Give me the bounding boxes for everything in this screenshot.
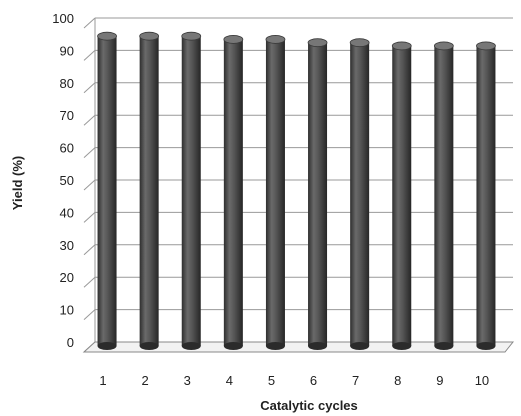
gridline-stub [83,17,96,29]
bars [97,31,496,350]
y-tick-label: 20 [60,270,74,285]
bar-base [97,342,117,350]
bar-cap [223,35,244,44]
x-tick-label: 2 [142,373,149,388]
x-tick-label: 5 [268,373,275,388]
bar-body [350,42,370,347]
x-tick-label: 7 [352,373,359,388]
x-tick-label: 3 [184,373,191,388]
bar [391,41,412,350]
x-tick-labels: 1 2 3 4 5 6 7 8 9 10 [99,373,489,388]
gridline-stub [83,244,96,256]
x-tick-label: 9 [436,373,443,388]
bar-body [97,36,117,346]
x-tick-label: 10 [475,373,489,388]
y-tick-label: 90 [60,43,74,58]
gridline-stub [83,212,96,223]
bar-body [265,39,285,346]
bar-cap [181,31,202,41]
bar-cap [265,35,286,44]
bar-cap [307,38,328,48]
y-axis-label: Yield (%) [10,156,25,210]
bar-base [139,342,159,350]
y-tick-label: 70 [60,108,74,123]
bar-base [350,342,370,350]
bar-cap [476,41,496,51]
y-tick-label: 10 [60,303,74,318]
bar-base [265,342,285,350]
x-axis-label: Catalytic cycles [260,398,358,413]
bar [476,41,496,350]
bar-cap [97,31,117,41]
y-tick-label: 40 [60,205,74,220]
bar-body [392,45,412,347]
y-tick-label: 50 [60,173,74,188]
bar-body [181,36,201,346]
bar-base [308,342,328,350]
gridline-stub [83,50,96,61]
y-tick-label: 100 [52,11,74,26]
gridline-stub [83,276,96,288]
x-tick-label: 6 [310,373,317,388]
bar [139,31,160,350]
y-tick-label: 80 [60,76,74,91]
gridline-stub [83,114,96,126]
bar-body [476,45,496,347]
x-tick-label: 4 [226,373,233,388]
bar-body [434,45,454,347]
bar-body [139,36,159,346]
gridline-stub [83,82,96,94]
bar [181,31,202,350]
bar [307,38,328,350]
y-tick-label: 30 [60,238,74,253]
gridline-stub [83,179,96,191]
gridline-stub [83,309,96,320]
x-tick-label: 1 [99,373,106,388]
bar [349,38,370,350]
bar [97,31,117,350]
bar-cap [139,31,160,41]
bar-body [223,39,243,346]
bar-base [434,342,454,350]
bar-base [223,342,243,350]
y-tick-label: 0 [67,335,74,350]
bar [433,41,454,350]
gridline-stub [83,147,96,158]
bar-cap [433,41,454,51]
bar [223,35,244,350]
bar-base [181,342,201,350]
bar-body [308,42,328,347]
bar-cap [349,38,370,48]
bar-base [392,342,412,350]
bar-base [476,342,496,350]
bar [265,35,286,350]
bar-cap [391,41,412,51]
x-tick-label: 8 [394,373,401,388]
y-tick-label: 60 [60,141,74,156]
y-tick-labels: 0 10 20 30 40 50 60 70 80 90 100 [52,11,74,350]
